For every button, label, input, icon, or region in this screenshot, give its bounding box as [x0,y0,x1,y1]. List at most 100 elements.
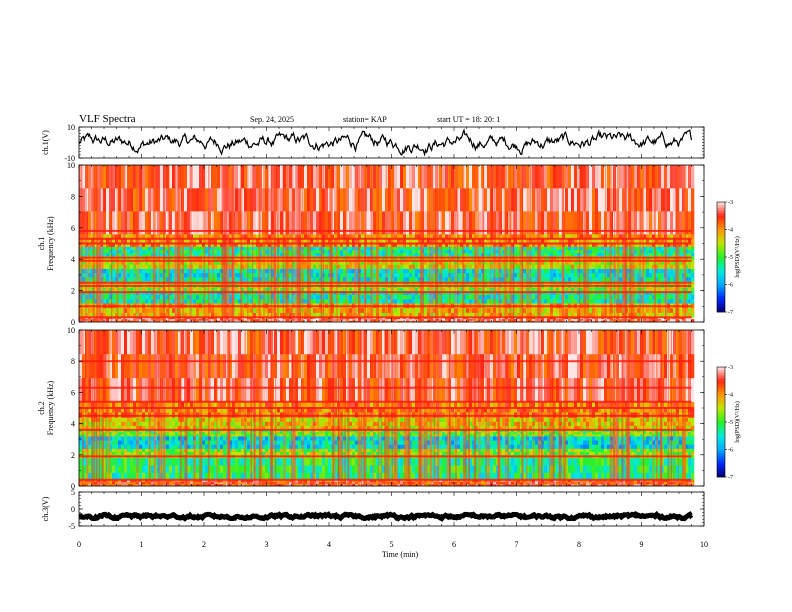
spec-cell [460,298,464,304]
spec-cell [661,307,665,313]
spec-cell [184,252,188,257]
spec-cell [655,318,659,321]
spec-cell [415,249,419,254]
spec-cell [268,252,272,257]
spec-cell [244,294,248,300]
spec-cell [247,287,251,291]
spec-cell [151,264,155,269]
spec-cell [235,242,239,247]
spec-cell [517,307,521,313]
spec-cell [112,252,116,257]
spec-cell [427,249,431,254]
spec-cell [553,307,557,313]
spec-cell [250,287,254,291]
spec-cell [589,242,593,247]
spec-cell [559,264,563,269]
spec-cell [283,238,287,243]
spec-cell [103,294,107,300]
spec-cell [649,298,653,304]
spec-cell [571,312,575,318]
spec-cell [592,260,596,265]
spec-cell [130,320,134,323]
spec-cell [157,234,161,239]
spec-cell [556,276,560,282]
spec-cell [112,264,116,269]
spec-cell [121,276,125,282]
spec-cell [187,242,191,247]
spec-cell [523,287,527,291]
spec-cell [496,276,500,282]
spec-cell [94,272,98,278]
spec-cell [151,294,155,300]
spec-cell [346,246,350,251]
spec-cell [571,272,575,278]
spec-cell [250,298,254,304]
spec-cell [187,249,191,254]
spec-cell [571,264,575,269]
spec-cell [511,246,515,251]
spec-cell [319,249,323,254]
spec-cell [316,320,320,323]
spec-cell [214,276,218,282]
spec-cell [118,276,122,282]
spec-cell [103,287,107,291]
spec-cell [184,287,188,291]
spec-cell [244,249,248,254]
spec-cell [346,264,350,269]
spec-cell [280,307,284,313]
spec-cell [511,307,515,313]
spec-cell [319,272,323,278]
spec-cell [541,272,545,278]
spec-cell [688,294,692,300]
spec-cell [580,249,584,254]
spec-cell [271,249,275,254]
spec-cell [184,307,188,313]
spec-cell [94,268,98,274]
spec-cell [553,246,557,251]
spec-cell [214,249,218,254]
spec-cell [184,312,188,318]
spec-cell [601,264,605,269]
spec-cell [595,294,599,300]
spec-cell [547,298,551,304]
spec-cell [661,318,665,321]
spec-cell [175,318,179,321]
spec-cell [460,252,464,257]
spec-cell [373,318,377,321]
spec-cell [283,252,287,257]
spec-cell [373,298,377,304]
spec-cell [160,294,164,300]
spec-cell [691,276,695,282]
spec-cell [409,307,413,313]
spec-cell [601,272,605,278]
spec-cell [175,249,179,254]
spec-cell [661,268,665,274]
spec-cell [472,249,476,254]
spec-cell [187,298,191,304]
spec-cell [334,276,338,282]
spec-cell [469,318,473,321]
spec-cell [79,238,83,243]
spec-cell [490,298,494,304]
spec-cell [94,246,98,251]
spec-cell [601,234,605,239]
spec-cell [409,249,413,254]
spec-cell [157,276,161,282]
spec-cell [424,307,428,313]
spec-cell [166,242,170,247]
spec-cell [592,238,596,243]
spec-cell [145,312,149,318]
spec-cell [313,272,317,278]
spec-cell [607,287,611,291]
spec-cell [571,246,575,251]
spec-cell [334,260,338,265]
spec-cell [142,287,146,291]
spec-cell [265,287,269,291]
spec-cell [112,318,116,321]
spec-cell [151,312,155,318]
spec-cell [88,287,92,291]
spec-cell [172,287,176,291]
spec-cell [361,246,365,251]
spec-cell [478,234,482,239]
spec-cell [532,294,536,300]
